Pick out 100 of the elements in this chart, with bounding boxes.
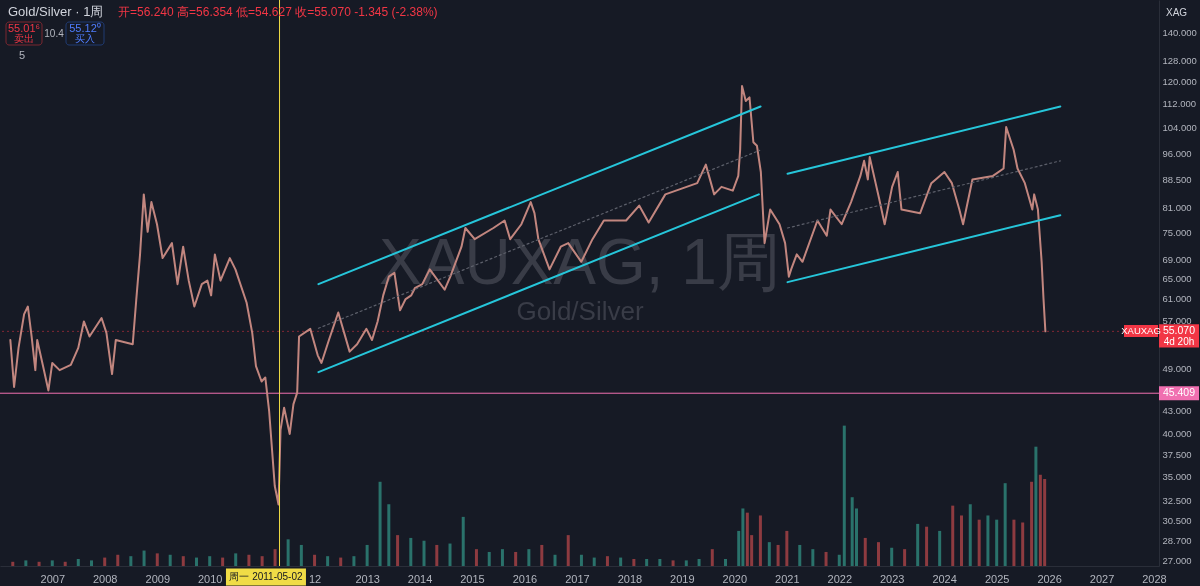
bar bbox=[1038, 474, 1042, 566]
bar bbox=[11, 561, 15, 566]
y-tick-label: 104.000 bbox=[1162, 121, 1197, 133]
bar bbox=[710, 549, 714, 566]
bar bbox=[50, 560, 54, 566]
y-tick-label: 27.000 bbox=[1162, 554, 1192, 566]
bar bbox=[260, 556, 264, 566]
bar bbox=[540, 544, 544, 566]
x-tick-label: 2022 bbox=[827, 572, 853, 585]
y-tick-label: 30.500 bbox=[1162, 515, 1192, 527]
bar bbox=[90, 560, 93, 566]
x-tick-label: 2023 bbox=[879, 572, 905, 585]
x-tick-label: 2024 bbox=[932, 572, 957, 585]
bar bbox=[850, 497, 854, 566]
text: 4d 20h bbox=[1163, 336, 1195, 347]
y-tick-label: 96.000 bbox=[1162, 147, 1192, 159]
ref-line-label: 周一 2011-05-02 bbox=[229, 571, 303, 582]
bar bbox=[208, 556, 212, 566]
bar bbox=[811, 549, 815, 566]
y-tick-label: 40.000 bbox=[1162, 428, 1192, 440]
x-tick-label: 2014 bbox=[407, 572, 433, 585]
bar bbox=[365, 544, 369, 566]
bar bbox=[1021, 522, 1025, 566]
bar bbox=[326, 556, 330, 566]
bar bbox=[378, 481, 382, 566]
bar bbox=[785, 530, 789, 566]
bar bbox=[352, 556, 356, 566]
bar bbox=[837, 554, 841, 566]
bar bbox=[619, 557, 623, 566]
annotation: 卖出 bbox=[14, 33, 34, 44]
annotation: 买入 bbox=[75, 33, 95, 44]
bar bbox=[168, 554, 172, 566]
bar bbox=[387, 504, 391, 566]
y-tick-label: 81.000 bbox=[1162, 202, 1192, 214]
y-tick-label: 32.500 bbox=[1162, 495, 1192, 507]
bar bbox=[876, 542, 880, 566]
bar bbox=[658, 558, 662, 566]
y-tick-label: 120.000 bbox=[1162, 75, 1197, 87]
bar bbox=[968, 504, 972, 566]
bar bbox=[645, 558, 649, 566]
x-tick-label: 2010 bbox=[197, 572, 223, 585]
bar bbox=[194, 557, 198, 566]
x-tick-label: 2017 bbox=[565, 572, 590, 585]
bar bbox=[605, 556, 609, 566]
bar bbox=[767, 542, 771, 566]
annotation: 10.4 bbox=[44, 28, 65, 39]
bar bbox=[553, 554, 557, 566]
x-tick-label: 2026 bbox=[1037, 572, 1062, 585]
bar bbox=[566, 535, 570, 566]
bar bbox=[890, 547, 894, 566]
ref-line-label: 45.409 bbox=[1162, 386, 1196, 399]
x-tick-label: 2015 bbox=[460, 572, 485, 585]
bar bbox=[116, 554, 120, 566]
bar bbox=[273, 549, 277, 566]
y-tick-label: 28.700 bbox=[1162, 534, 1192, 546]
bar bbox=[724, 558, 728, 566]
bar bbox=[435, 544, 439, 566]
bar bbox=[474, 549, 478, 566]
x-tick-label: 2018 bbox=[617, 572, 643, 585]
y-tick-label: 75.000 bbox=[1162, 226, 1192, 238]
bar bbox=[500, 549, 504, 566]
y-tick-label: 128.000 bbox=[1162, 55, 1197, 67]
bar bbox=[758, 515, 762, 566]
y-tick-label: 35.000 bbox=[1162, 471, 1192, 483]
y-tick-label: 43.000 bbox=[1162, 405, 1192, 417]
x-tick-label: 2019 bbox=[670, 572, 695, 585]
bar bbox=[339, 557, 343, 566]
bar bbox=[76, 558, 80, 566]
bar bbox=[181, 556, 185, 566]
ref-line-label: 55.070 bbox=[1162, 324, 1196, 337]
y-tick-label: 49.000 bbox=[1162, 363, 1192, 375]
y-tick-label: 69.000 bbox=[1162, 253, 1192, 265]
x-tick-label: 2025 bbox=[984, 572, 1010, 585]
y-tick-label: 112.000 bbox=[1162, 98, 1197, 110]
bar bbox=[592, 557, 596, 566]
bar bbox=[155, 553, 159, 566]
x-tick-label: 2016 bbox=[512, 572, 538, 585]
bar bbox=[776, 544, 780, 566]
bar bbox=[684, 560, 688, 566]
bar bbox=[142, 550, 146, 566]
y-tick-label: 140.000 bbox=[1162, 26, 1197, 38]
y-tick-label: 57.000 bbox=[1162, 314, 1192, 326]
bar bbox=[741, 508, 745, 566]
bar bbox=[37, 561, 41, 566]
bar bbox=[960, 515, 963, 566]
y-tick-label: 37.500 bbox=[1162, 449, 1192, 461]
bar bbox=[487, 551, 491, 566]
y-tick-label: 61.000 bbox=[1162, 293, 1192, 305]
bar bbox=[514, 551, 518, 566]
bar bbox=[103, 557, 107, 566]
annotation: 55.01⁶ bbox=[7, 22, 41, 34]
x-tick-label: 12 bbox=[308, 572, 322, 585]
bar bbox=[995, 519, 999, 566]
bar bbox=[903, 549, 907, 566]
bar bbox=[1003, 483, 1007, 566]
bar bbox=[938, 530, 942, 566]
x-tick-label: 2027 bbox=[1089, 572, 1115, 585]
x-tick-label: 2008 bbox=[92, 572, 118, 585]
annotation: 55.12⁰ bbox=[69, 22, 101, 34]
y-tick-label: 88.500 bbox=[1162, 173, 1192, 185]
